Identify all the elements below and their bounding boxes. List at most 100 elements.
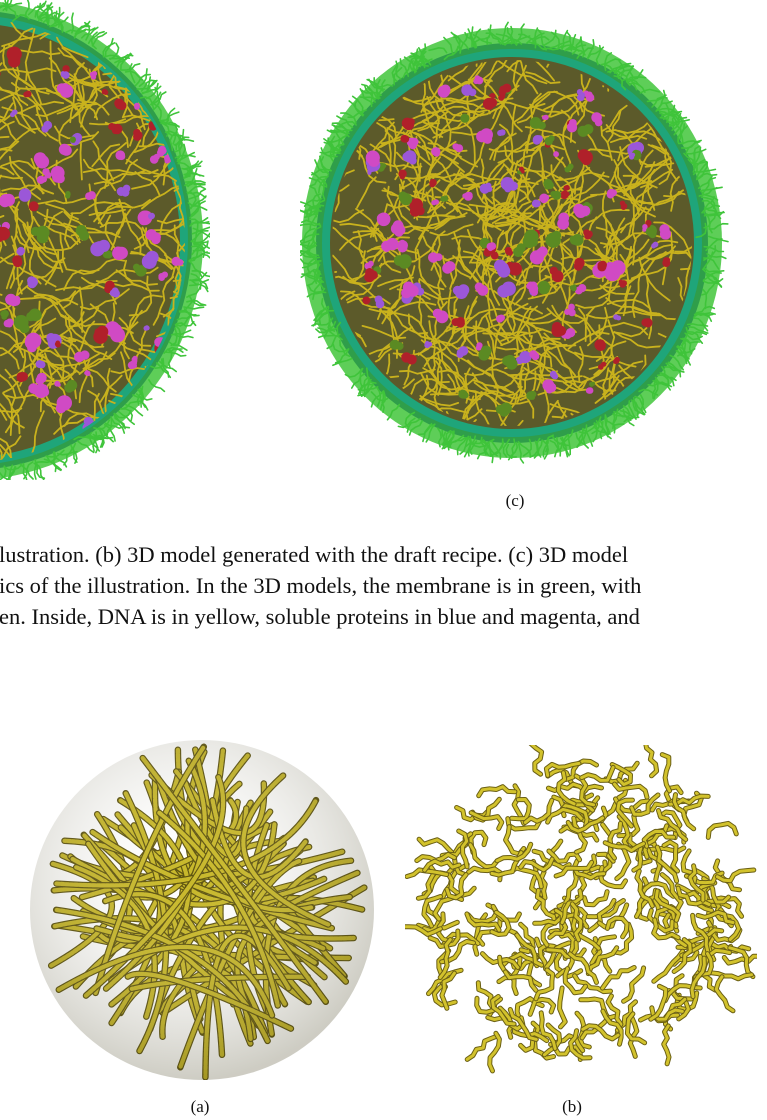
protein-cluster: [66, 379, 78, 391]
membrane-strand: [311, 226, 322, 244]
membrane-strand: [708, 222, 729, 230]
membrane-strand: [618, 60, 625, 80]
dna-strand: [0, 106, 18, 142]
membrane-strand: [159, 119, 180, 128]
protein-cluster: [497, 284, 511, 298]
dna-strand: [376, 122, 392, 164]
dna-strand: [610, 130, 669, 145]
protein-cluster: [491, 253, 498, 260]
dna-strand: [126, 98, 146, 131]
membrane-strand: [118, 410, 135, 426]
protein-cluster: [161, 271, 168, 278]
dna-strand: [130, 18, 140, 59]
membrane-strand: [700, 196, 716, 210]
dna-strand: [493, 132, 517, 161]
dna-strand: [45, 202, 79, 220]
dna-strand: [500, 393, 518, 426]
dna-strand: [448, 311, 490, 347]
protein-cluster: [635, 150, 641, 157]
dna-strand: [460, 171, 494, 205]
dna-strand: [594, 375, 620, 404]
protein-cluster: [565, 328, 576, 338]
membrane-strand: [686, 331, 708, 336]
protein-cluster: [115, 100, 125, 110]
dna-strand: [64, 315, 80, 374]
protein-cluster: [398, 169, 407, 178]
membrane-strand: [71, 12, 75, 34]
dna-strand: [0, 346, 20, 370]
membrane-strand: [442, 429, 452, 449]
dna-strand: [0, 127, 40, 163]
membrane-strand: [309, 175, 327, 187]
dna-strand: [26, 290, 77, 330]
membrane-strand: [81, 26, 99, 39]
dna-strand: [68, 337, 105, 349]
dna-strand: [30, 158, 56, 186]
protein-cluster: [563, 185, 568, 190]
dna-strand: [0, 87, 21, 109]
membrane-strand: [701, 281, 717, 296]
dna-strand: [105, 169, 159, 183]
dna-coil: [610, 763, 632, 786]
dna-strand: [553, 90, 580, 116]
membrane-strand: [175, 136, 190, 151]
dna-strand: [522, 213, 552, 239]
protein-cluster: [530, 350, 537, 357]
membrane-strand: [330, 129, 345, 146]
membrane-strand: [163, 107, 176, 126]
membrane-strand: [316, 261, 323, 282]
membrane-strand: [510, 438, 516, 459]
dna-strand: [487, 288, 493, 326]
dna-model-b-image: [405, 745, 757, 1074]
protein-cluster: [432, 308, 443, 318]
dna-coil: [570, 902, 583, 942]
protein-cluster: [455, 144, 464, 153]
dna-coil: [548, 908, 568, 939]
protein-cluster: [367, 260, 374, 267]
membrane-strand: [647, 382, 669, 387]
cell-model-c: [300, 18, 735, 468]
dna-strand: [171, 93, 185, 120]
dna-strand: [548, 350, 576, 377]
dna-strand: [507, 373, 568, 393]
membrane-strand: [76, 27, 96, 35]
dna-strand: [26, 70, 43, 106]
protein-cluster: [494, 259, 507, 272]
membrane-strand: [703, 212, 717, 229]
membrane-strand: [393, 66, 403, 86]
membrane-strand: [418, 423, 436, 436]
dna-coil: [560, 889, 583, 925]
protein-cluster: [629, 154, 635, 160]
membrane-strand: [486, 24, 492, 46]
dna-coil: [722, 954, 757, 965]
dna-strand: [683, 233, 692, 297]
dna-strand: [645, 275, 653, 340]
protein-cluster: [496, 315, 504, 323]
membrane-strand: [680, 326, 689, 347]
dna-strand: [110, 208, 132, 251]
protein-cluster: [365, 150, 380, 165]
dna-strand: [401, 126, 431, 161]
dna-strand: [613, 159, 641, 217]
dna-strand: [663, 192, 692, 199]
membrane-strand: [177, 151, 195, 165]
protein-cluster: [463, 191, 473, 201]
dna-strand: [472, 325, 503, 346]
protein-cluster: [597, 262, 607, 272]
dna-strand: [445, 147, 479, 168]
membrane-strand: [468, 435, 477, 455]
dna-coil: [586, 946, 619, 976]
membrane-strand: [697, 176, 717, 189]
dna-coil: [622, 966, 646, 1003]
dna-strand: [153, 197, 185, 241]
membrane-strand: [673, 116, 684, 136]
membrane-strand: [464, 31, 478, 49]
dna-strand: [63, 412, 96, 427]
membrane-strand: [603, 52, 613, 72]
membrane-strand: [321, 178, 326, 200]
dna-strand: [0, 162, 15, 176]
membrane-strand: [613, 410, 633, 420]
dna-coil: [613, 782, 649, 799]
membrane-strand: [639, 88, 661, 94]
dna-coil: [538, 943, 562, 971]
